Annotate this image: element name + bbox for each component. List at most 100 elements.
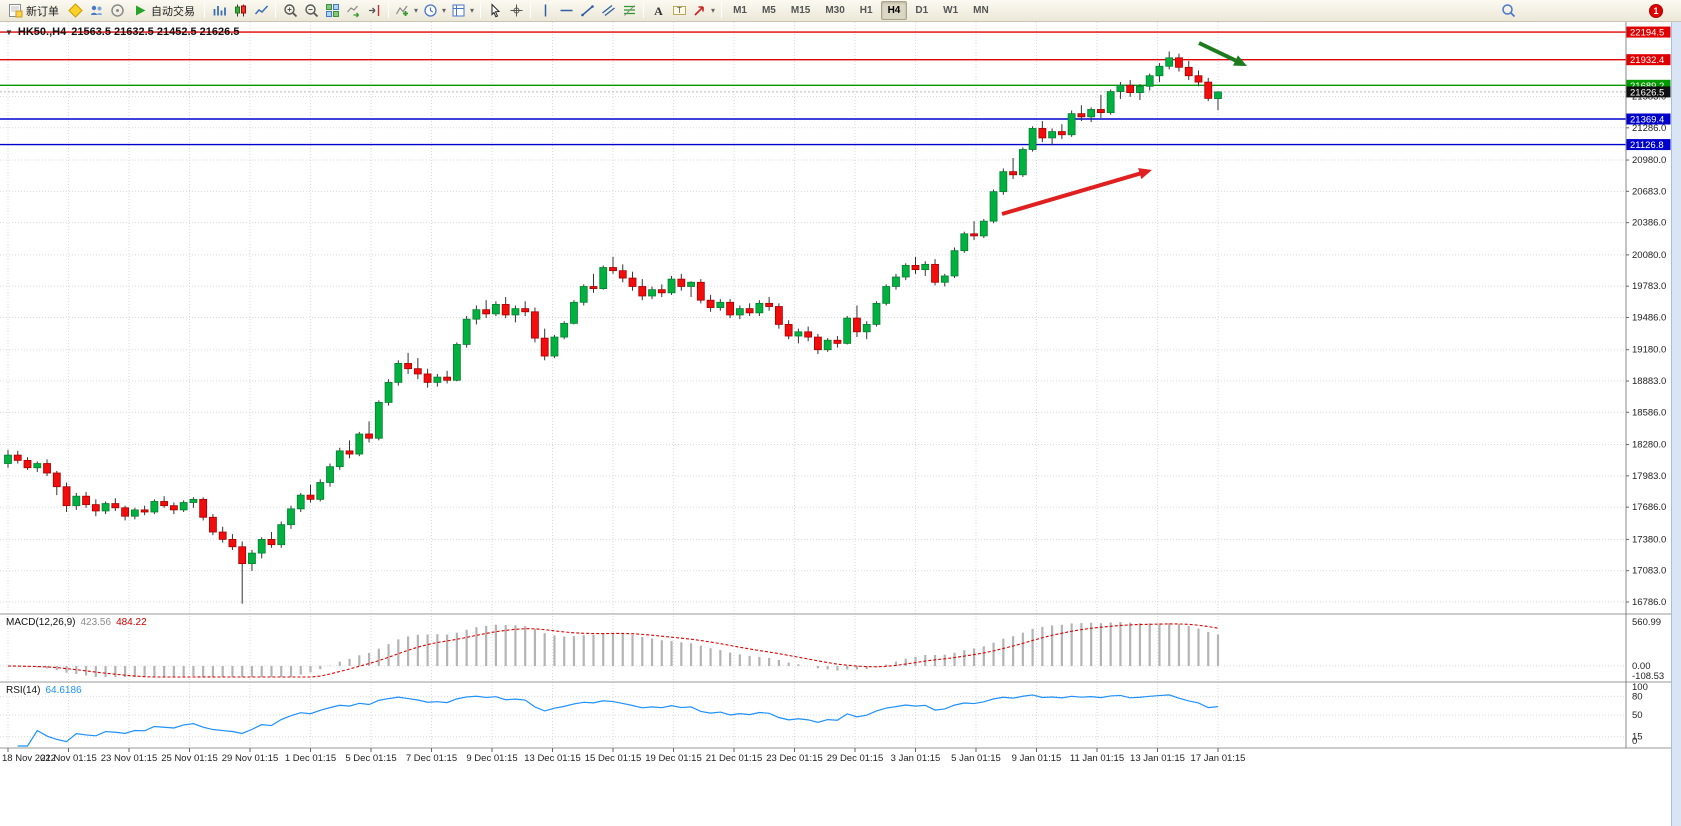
price-tick-label: 17083.0 xyxy=(1632,566,1666,577)
tile-windows-icon xyxy=(325,4,339,17)
time-label: 15 Dec 01:15 xyxy=(585,753,642,764)
crosshair-button[interactable] xyxy=(506,1,526,21)
channel-button[interactable] xyxy=(598,1,618,21)
macd-main-value: 423.56 xyxy=(80,617,112,628)
bar-chart-icon xyxy=(213,6,226,16)
text-label-icon: T xyxy=(672,6,686,15)
time-label: 21 Dec 01:15 xyxy=(706,753,763,764)
new-order-button[interactable]: 新订单 xyxy=(3,1,64,21)
green-down-arrow[interactable] xyxy=(1198,41,1247,66)
toolbar-separator xyxy=(388,3,389,18)
macd-name: MACD(12,26,9) xyxy=(6,617,76,628)
time-label: 5 Jan 01:15 xyxy=(951,753,1001,764)
price-tick-label: 19783.0 xyxy=(1632,281,1666,292)
rsi-scale-label: 50 xyxy=(1632,710,1643,721)
toolbar-separator xyxy=(530,3,532,18)
timeframe-mn-button[interactable]: MN xyxy=(973,5,989,16)
timeframe-m15-button[interactable]: M15 xyxy=(790,5,811,16)
price-axis[interactable]: 21583.021286.020980.020683.020386.020080… xyxy=(1625,22,1671,748)
svg-text:21689.2: 21689.2 xyxy=(1630,81,1664,92)
candlestick-chart-button[interactable] xyxy=(230,1,250,21)
trendline-button[interactable] xyxy=(577,1,597,21)
notification-button[interactable]: 1 xyxy=(1646,1,1666,21)
price-tick-label: 20683.0 xyxy=(1632,186,1666,197)
fibonacci-button[interactable] xyxy=(619,1,639,21)
time-label: 25 Nov 01:15 xyxy=(161,753,218,764)
chart-shift-button[interactable] xyxy=(364,1,384,21)
svg-text:21126.8: 21126.8 xyxy=(1630,140,1664,151)
chevron-down-icon: ▾ xyxy=(442,6,447,15)
line-chart-button[interactable] xyxy=(251,1,271,21)
timeframe-m5-button[interactable]: M5 xyxy=(761,5,776,16)
autotrading-button[interactable]: 自动交易 xyxy=(128,1,200,21)
channel-icon xyxy=(601,4,615,17)
hline-price-label xyxy=(1626,113,1671,125)
notification-count: 1 xyxy=(1653,5,1659,16)
cursor-icon xyxy=(491,3,500,18)
horizontal-line-button[interactable] xyxy=(556,1,576,21)
rsi-scale-label: 0 xyxy=(1632,736,1637,747)
time-label: 18 Nov 2022 xyxy=(2,753,56,764)
candlesticks xyxy=(4,51,1222,604)
price-tick-label: 20386.0 xyxy=(1632,218,1666,229)
metaeditor-button[interactable] xyxy=(65,1,85,21)
periods-button[interactable]: ▾ xyxy=(421,1,448,21)
tile-windows-button[interactable] xyxy=(322,1,342,21)
rsi-scale-label: 15 xyxy=(1632,732,1643,743)
rsi-indicator-label: RSI(14) 64.6186 xyxy=(6,685,82,696)
hline-price-label xyxy=(1626,139,1671,151)
trendline-icon xyxy=(580,5,594,17)
templates-button[interactable]: ▾ xyxy=(449,1,476,21)
toolbar-separator xyxy=(275,3,276,18)
crosshair-icon xyxy=(510,4,523,17)
horizontal-lines[interactable] xyxy=(0,31,1626,146)
timeframe-m30-button[interactable]: M30 xyxy=(825,5,845,16)
rsi-scale-label: 100 xyxy=(1632,682,1648,693)
toolbar-separator xyxy=(204,3,205,18)
notification-icon: 1 xyxy=(1649,3,1663,18)
cursor-button[interactable] xyxy=(485,1,505,21)
horizontal-line-icon xyxy=(560,9,573,12)
text-label-button[interactable]: T xyxy=(669,1,689,21)
timeframe-m1-button[interactable]: M1 xyxy=(733,5,747,16)
indicators-icon xyxy=(395,5,408,16)
timeframe-d1-button[interactable]: D1 xyxy=(915,5,929,16)
chevron-down-icon: ▾ xyxy=(711,6,716,15)
price-tick-label: 17380.0 xyxy=(1632,534,1666,545)
bar-chart-button[interactable] xyxy=(209,1,229,21)
arrow-tool-button[interactable]: ▾ xyxy=(690,1,717,21)
time-label: 19 Dec 01:15 xyxy=(645,753,702,764)
search-button[interactable] xyxy=(1498,1,1518,21)
chart-shift-icon xyxy=(368,5,379,16)
community-button[interactable] xyxy=(86,1,106,21)
timeframe-h4-button[interactable]: H4 xyxy=(880,1,908,20)
time-label: 13 Jan 01:15 xyxy=(1130,753,1185,764)
zoom-in-button[interactable] xyxy=(280,1,300,21)
toolbar-separator xyxy=(480,3,482,18)
zoom-in-icon xyxy=(283,4,297,18)
red-trend-arrow[interactable] xyxy=(1001,168,1152,216)
auto-scroll-button[interactable] xyxy=(343,1,363,21)
macd-scale-zero: 0.00 xyxy=(1632,661,1651,672)
search-icon xyxy=(1501,4,1515,18)
timeframe-w1-button[interactable]: W1 xyxy=(943,5,959,16)
text-icon: A xyxy=(654,4,663,18)
rsi-name: RSI(14) xyxy=(6,685,41,696)
time-label: 13 Dec 01:15 xyxy=(524,753,581,764)
one-click-trading-toggle[interactable]: ▼ xyxy=(5,27,13,37)
new-order-label: 新订单 xyxy=(26,5,59,18)
templates-icon xyxy=(452,4,465,17)
timeframe-h1-button[interactable]: H1 xyxy=(859,5,873,16)
zoom-out-button[interactable] xyxy=(301,1,321,21)
svg-text:21932.4: 21932.4 xyxy=(1630,55,1664,66)
help-button[interactable] xyxy=(107,1,127,21)
time-label: 29 Dec 01:15 xyxy=(827,753,884,764)
vertical-line-button[interactable] xyxy=(535,1,555,21)
text-button[interactable]: A xyxy=(648,1,668,21)
rsi-value: 64.6186 xyxy=(45,685,82,696)
svg-text:21369.4: 21369.4 xyxy=(1630,115,1664,126)
autotrading-label: 自动交易 xyxy=(151,5,195,18)
indicators-button[interactable]: ▾ xyxy=(393,1,420,21)
